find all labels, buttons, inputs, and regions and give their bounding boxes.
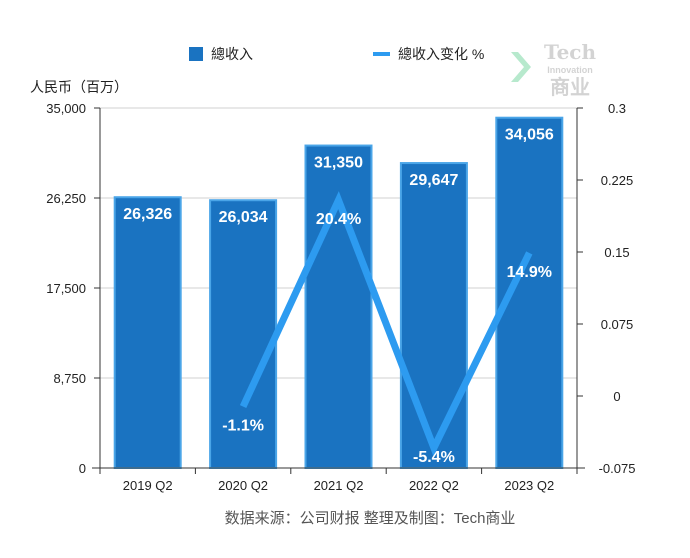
bar <box>113 196 182 469</box>
change-line <box>239 191 533 457</box>
x-tick-label: 2019 Q2 <box>123 478 173 493</box>
axes: 0 8,750 17,500 26,250 35,000 -0.075 0 0.075 0.15… <box>46 101 635 493</box>
y2-tick-label: 0.075 <box>601 317 634 332</box>
bar-value-label: 34,056 <box>505 127 554 144</box>
change-line-path <box>239 191 533 457</box>
y-tick-label: 8,750 <box>53 371 86 386</box>
y2-tick-label: 0.225 <box>601 173 634 188</box>
watermark-line2: Innovation <box>547 65 593 75</box>
y-tick-label: 26,250 <box>46 191 86 206</box>
y2-tick-label: 0.15 <box>604 245 629 260</box>
x-tick-label: 2023 Q2 <box>504 478 554 493</box>
y-tick-label: 0 <box>79 461 86 476</box>
y-tick-label: 35,000 <box>46 101 86 116</box>
watermark-line3: 商业 <box>550 75 590 99</box>
watermark-line1: Tech <box>544 40 596 64</box>
bar-value-label: 31,350 <box>314 155 363 172</box>
legend-swatch-revenue <box>189 47 203 61</box>
data-labels: 26,326 26,034 31,350 29,647 34,056 -1.1% 20.4%… <box>123 127 554 466</box>
x-tick-label: 2021 Q2 <box>314 478 364 493</box>
y2-tick-label: 0 <box>613 389 620 404</box>
legend-label-change: 總收入变化 % <box>398 46 484 62</box>
y2-tick-label: 0.3 <box>608 101 626 116</box>
y2-tick-label: -0.075 <box>599 461 636 476</box>
x-tick-label: 2020 Q2 <box>218 478 268 493</box>
legend-label-revenue: 總收入 <box>211 46 253 62</box>
bar <box>399 162 468 470</box>
change-value-label: 20.4% <box>316 211 361 228</box>
change-value-label: 14.9% <box>507 264 552 281</box>
watermark-logo: Tech Innovation 商业 <box>511 40 596 99</box>
bar-value-label: 26,034 <box>219 209 268 226</box>
y-axis-title: 人民币（百万） <box>30 79 128 95</box>
change-value-label: -1.1% <box>222 418 264 435</box>
bar-value-label: 26,326 <box>123 206 172 223</box>
x-tick-label: 2022 Q2 <box>409 478 459 493</box>
change-value-label: -5.4% <box>413 449 455 466</box>
source-note: 数据来源：公司财报 整理及制图：Tech商业 <box>225 510 516 527</box>
legend-swatch-change <box>373 52 390 56</box>
bar-value-label: 29,647 <box>409 172 458 189</box>
watermark-chevron-icon <box>511 52 531 82</box>
y-tick-label: 17,500 <box>46 281 86 296</box>
legend: 總收入 總收入变化 % <box>189 46 484 62</box>
